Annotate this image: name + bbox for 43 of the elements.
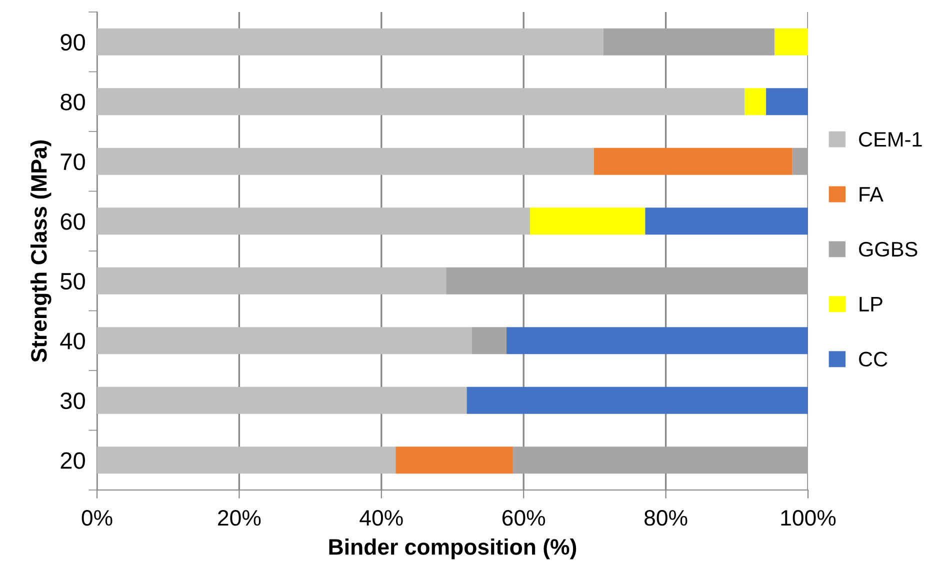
bar <box>645 208 808 235</box>
bar <box>97 28 604 56</box>
y-tick-label: 80 <box>60 94 85 110</box>
x-tick-label: 80% <box>644 510 688 526</box>
bar <box>766 88 808 116</box>
legend-label: CEM-1 <box>859 132 922 147</box>
legend-label: GGBS <box>859 242 918 257</box>
x-tick-label: 0% <box>82 510 112 526</box>
x-tick-label: 100% <box>781 510 836 526</box>
bar <box>774 28 808 56</box>
y-tick-label: 70 <box>60 153 85 170</box>
bar <box>466 386 808 414</box>
bar <box>744 88 766 116</box>
legend-label: LP <box>860 297 882 312</box>
bar <box>97 327 472 354</box>
y-axis-title: Strength Class (MPa) <box>30 140 52 362</box>
bar <box>97 148 594 175</box>
bar <box>97 446 396 474</box>
x-tick-label: 60% <box>502 510 546 526</box>
bar <box>594 148 792 175</box>
bar <box>97 267 446 294</box>
bar <box>446 267 808 294</box>
bar <box>472 327 507 354</box>
bar <box>97 208 530 235</box>
legend-label: FA <box>860 187 884 202</box>
y-tick-label: 50 <box>60 272 85 290</box>
bar <box>603 28 775 56</box>
bar <box>97 88 745 116</box>
bar <box>792 148 808 175</box>
y-tick-label: 90 <box>60 34 85 51</box>
y-tick-label: 60 <box>60 213 85 230</box>
y-tick-label: 40 <box>60 332 85 350</box>
x-tick-label: 20% <box>218 510 261 526</box>
bar <box>512 446 808 474</box>
y-tick-label: 30 <box>60 392 85 410</box>
bar <box>506 327 808 354</box>
y-tick-label: 20 <box>60 452 85 469</box>
bar <box>97 386 467 414</box>
x-tick-label: 40% <box>360 510 403 526</box>
bar <box>396 446 513 474</box>
bar <box>530 208 646 235</box>
legend-label: CC <box>859 352 888 367</box>
x-axis-title: Binder composition (%) <box>329 538 576 560</box>
